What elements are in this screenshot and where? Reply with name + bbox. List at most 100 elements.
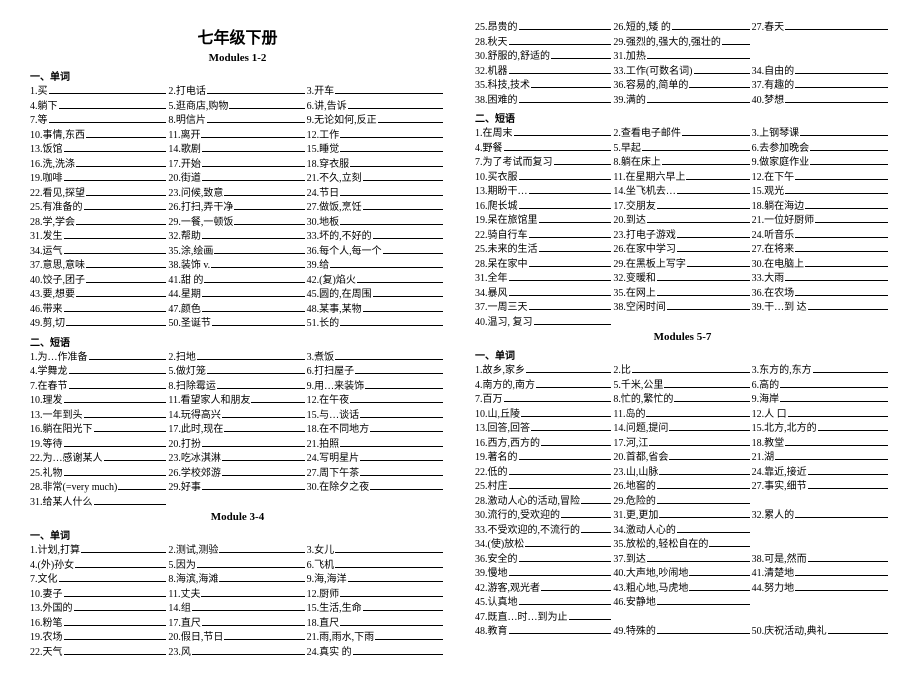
list-item: 5.逛商店,购物 [168, 99, 306, 114]
item-label: 17.直尺 [168, 617, 201, 631]
item-label: 13.一年到头 [30, 409, 83, 423]
list-row: 28.呆在家中29.在黑板上写字30.在电脑上 [475, 257, 890, 272]
list-row: 31.全年32.变暖和33.大雨 [475, 271, 890, 286]
fill-blank [370, 422, 443, 432]
list-item: 2.测试,测验 [168, 543, 306, 558]
list-item: 10.山,丘陵 [475, 407, 613, 422]
item-label: 30.流行的,受欢迎的 [475, 509, 560, 523]
list-item: 25.村庄 [475, 479, 613, 494]
fill-blank [689, 581, 749, 591]
list-item: 43.要,想要 [30, 287, 168, 302]
fill-blank [64, 437, 167, 447]
fill-blank [504, 392, 612, 402]
fill-blank [340, 587, 443, 597]
list-row: 4.躺下5.逛商店,购物6.讲,告诉 [30, 99, 445, 114]
list-item: 3.女儿 [307, 543, 445, 558]
list-item: 24.听音乐 [752, 228, 890, 243]
fill-blank [94, 495, 167, 505]
list-row: 1.计划,打算2.测试,测验3.女儿 [30, 543, 445, 558]
list-item: 49.剪,切 [30, 316, 168, 331]
item-label: 21.湖 [752, 451, 775, 465]
item-label: 12.厨师 [307, 588, 340, 602]
fill-blank [217, 379, 305, 389]
item-label: 32.累人的 [752, 509, 795, 523]
item-label: 20.打扮 [168, 438, 201, 452]
item-label: 31.发生 [30, 230, 63, 244]
fill-blank [805, 199, 888, 209]
item-label: 47.颜色 [168, 303, 201, 317]
list-row: 25.村庄26.地窖的27.事实,细节 [475, 479, 890, 494]
fill-blank [202, 142, 305, 152]
item-label: 14.坐飞机去… [613, 185, 676, 199]
item-label: 24.靠近,接近 [752, 466, 807, 480]
fill-blank [541, 581, 611, 591]
item-label: 38.困难的 [475, 94, 518, 108]
fill-blank [335, 543, 443, 553]
list-item: 5.早起 [613, 141, 751, 156]
list-item: 8.明信片 [168, 113, 306, 128]
list-row: 35.科技,技术36.容易的,简单的37.有趣的 [475, 78, 890, 93]
fill-blank [647, 213, 750, 223]
fill-blank [340, 142, 443, 152]
fill-blank [521, 407, 611, 417]
fill-blank [211, 258, 304, 268]
fill-blank [795, 581, 888, 591]
list-row: 7.文化8.海滨,海滩9.海,海洋 [30, 572, 445, 587]
item-label: 11.岛的 [613, 408, 645, 422]
list-item: 13.一年到头 [30, 408, 168, 423]
fill-blank [383, 244, 443, 254]
list-item: 7.在春节 [30, 379, 168, 394]
fill-blank [375, 630, 443, 640]
fill-blank [340, 128, 443, 138]
list-row: 25.昂贵的26.短的,矮 的27.春天 [475, 20, 890, 35]
fill-blank [672, 20, 750, 30]
fill-blank [775, 450, 888, 460]
item-label: 24.写明星片 [307, 452, 360, 466]
item-label: 1.买 [30, 85, 48, 99]
list-item: 37.意思,意味 [30, 258, 168, 273]
fill-blank [519, 552, 612, 562]
list-row: 1.故乡,家乡2.比3.东方的,东方 [475, 363, 890, 378]
list-item: 28.激动人心的活动,冒险 [475, 494, 613, 509]
item-label: 9.海岸 [752, 393, 780, 407]
list-row: 10.妻子11.丈夫12.厨师 [30, 587, 445, 602]
item-label: 22.看见,探望 [30, 187, 85, 201]
fill-blank [330, 258, 443, 268]
list-row: 22.骑自行车23.打电子游戏24.听音乐 [475, 228, 890, 243]
fill-blank [526, 363, 611, 373]
fill-blank [509, 35, 612, 45]
item-label: 33.工作(可数名词) [613, 65, 692, 79]
item-label: 7.百万 [475, 393, 503, 407]
list-item: 26.地窖的 [613, 479, 751, 494]
fill-blank [810, 155, 888, 165]
item-label: 18.直尺 [307, 617, 340, 631]
list-item: 3.煮饭 [307, 350, 445, 365]
list-item: 23.风 [168, 645, 306, 660]
item-label: 2.测试,测验 [168, 544, 218, 558]
fill-blank [795, 64, 888, 74]
list-row: 49.剪,切50.圣诞节51.长的 [30, 316, 445, 331]
fill-blank [207, 113, 305, 123]
item-label: 25.昂贵的 [475, 21, 518, 35]
list-item: 23.问候,致意 [168, 186, 306, 201]
list-item: 35.科技,技术 [475, 78, 613, 93]
fill-blank [335, 84, 443, 94]
list-item: 5.做灯笼 [168, 364, 306, 379]
list-item: 27.做饭,烹饪 [307, 200, 445, 215]
list-item: 22.骑自行车 [475, 228, 613, 243]
fill-blank [808, 465, 888, 475]
fill-blank [340, 215, 443, 225]
list-item: 31.更,更加 [613, 508, 751, 523]
item-label: 6.讲,告诉 [307, 100, 347, 114]
item-label: 3.女儿 [307, 544, 335, 558]
list-row: 19.呆在旅馆里20.到达21.一位好厨师 [475, 213, 890, 228]
list-item: 11.丈夫 [168, 587, 306, 602]
list-row: 33.不受欢迎的,不流行的34.激动人心的 [475, 523, 890, 538]
list-item: 3.开车 [307, 84, 445, 99]
list-item: 7.百万 [475, 392, 613, 407]
fill-blank [64, 302, 167, 312]
item-label: 16.爬长城 [475, 200, 518, 214]
list-item: 25.礼物 [30, 466, 168, 481]
item-label: 27.在将来 [752, 243, 795, 257]
list-item: 6.讲,告诉 [307, 99, 445, 114]
